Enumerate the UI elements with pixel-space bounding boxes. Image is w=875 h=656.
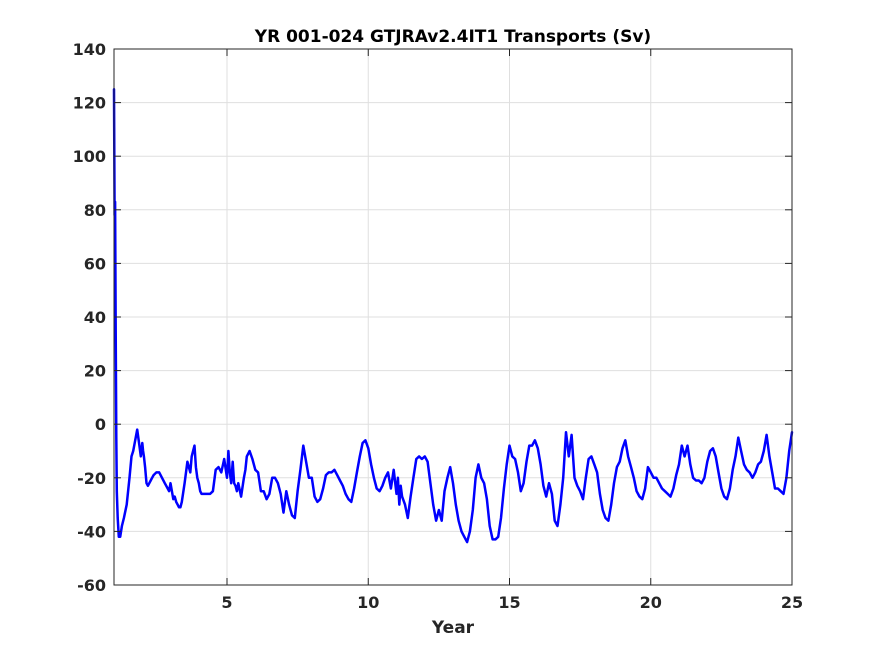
tick-labels: 5 10 15 20 25 -60 -40 -20 0 20 40 60 80 100 120 140 bbox=[73, 40, 804, 612]
y-tick-label: 100 bbox=[73, 147, 106, 166]
y-tick-label: 40 bbox=[84, 308, 106, 327]
series-layer bbox=[112, 87, 794, 544]
y-tick-label: 0 bbox=[95, 415, 106, 434]
x-tick-label: 20 bbox=[640, 593, 662, 612]
x-tick-label: 5 bbox=[221, 593, 232, 612]
x-axis-title: Year bbox=[431, 618, 475, 638]
x-tick-label: 25 bbox=[781, 593, 803, 612]
tick-marks bbox=[114, 48, 793, 586]
y-tick-label: 120 bbox=[73, 94, 106, 113]
y-tick-label: 80 bbox=[84, 201, 106, 220]
chart-title: YR 001-024 GTJRAv2.4IT1 Transports (Sv) bbox=[254, 27, 651, 47]
y-tick-label: 60 bbox=[84, 254, 106, 273]
x-tick-label: 15 bbox=[498, 593, 520, 612]
y-tick-label: -20 bbox=[77, 469, 106, 488]
y-tick-label: -40 bbox=[77, 522, 106, 541]
y-tick-label: 140 bbox=[73, 40, 106, 59]
x-tick-label: 10 bbox=[357, 593, 379, 612]
series-line bbox=[112, 87, 794, 544]
y-tick-label: -60 bbox=[77, 576, 106, 595]
y-tick-label: 20 bbox=[84, 362, 106, 381]
